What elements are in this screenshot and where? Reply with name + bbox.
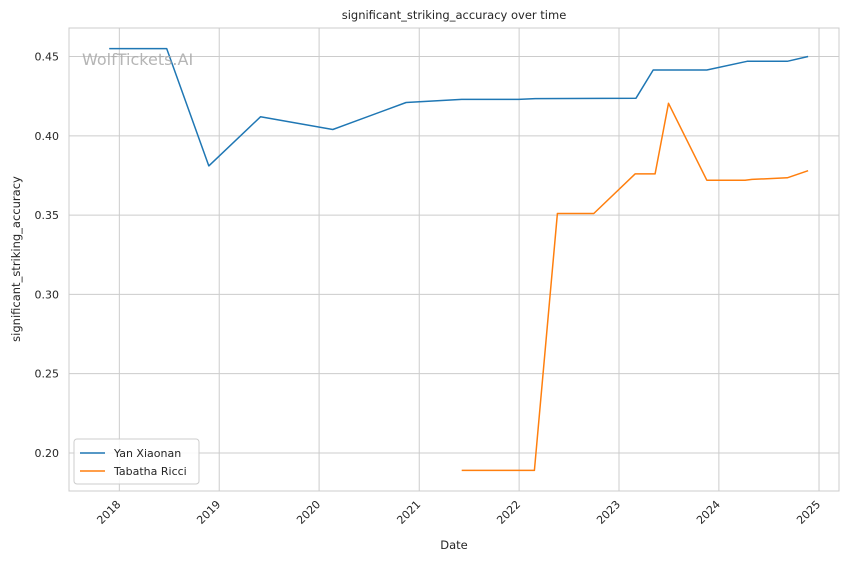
y-tick-label: 0.30 xyxy=(35,288,60,301)
x-axis-ticks: 2018 2019 2020 2021 2022 2023 2024 2025 xyxy=(94,498,823,527)
x-tick-label: 2019 xyxy=(194,498,223,527)
chart-title: significant_striking_accuracy over time xyxy=(342,8,567,22)
legend-label: Tabatha Ricci xyxy=(113,465,187,478)
series-layer xyxy=(109,47,809,472)
legend-box xyxy=(73,438,200,485)
legend: Yan Xiaonan Tabatha Ricci xyxy=(73,438,200,485)
x-tick-label: 2022 xyxy=(494,498,523,527)
series-line-yan-xiaonan xyxy=(109,47,809,167)
x-tick-label: 2024 xyxy=(694,498,723,527)
plot-area xyxy=(68,27,840,492)
watermark-text: WolfTickets.AI xyxy=(82,50,193,69)
y-tick-label: 0.35 xyxy=(35,209,60,222)
y-tick-label: 0.45 xyxy=(35,51,60,64)
y-tick-label: 0.40 xyxy=(35,130,60,143)
series-line-tabatha-ricci xyxy=(461,102,809,472)
x-tick-label: 2021 xyxy=(394,498,423,527)
x-axis-label: Date xyxy=(440,538,468,552)
x-tick-label: 2018 xyxy=(94,498,123,527)
y-axis-ticks: 0.20 0.25 0.30 0.35 0.40 0.45 xyxy=(35,51,60,460)
y-tick-label: 0.20 xyxy=(35,447,60,460)
x-tick-label: 2020 xyxy=(294,498,323,527)
x-tick-label: 2025 xyxy=(794,498,823,527)
legend-label: Yan Xiaonan xyxy=(113,447,181,460)
x-tick-label: 2023 xyxy=(594,498,623,527)
y-tick-label: 0.25 xyxy=(35,368,60,381)
y-axis-label: significant_striking_accuracy xyxy=(9,176,23,342)
